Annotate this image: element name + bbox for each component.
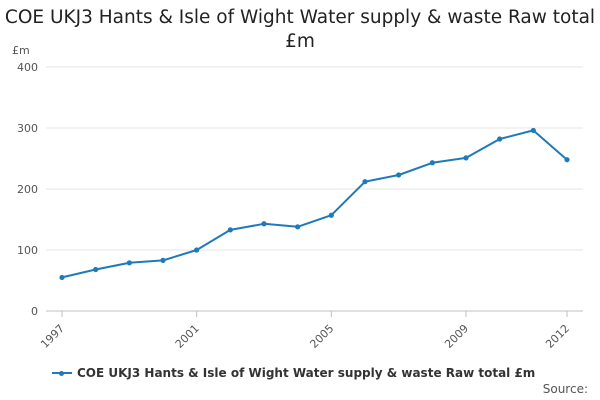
series-line-0	[61, 129, 568, 279]
data-point-2009	[463, 155, 469, 161]
y-tick-label-300: 300	[17, 122, 38, 135]
data-point-2011	[530, 127, 536, 134]
data-point-2005	[328, 212, 334, 218]
data-point-1998	[93, 266, 99, 273]
legend-line-marker-icon	[52, 369, 72, 377]
data-point-2008	[429, 160, 435, 166]
x-tick-label-2005: 2005	[307, 322, 336, 351]
data-point-2003	[261, 221, 267, 227]
grid-layer	[46, 66, 583, 251]
legend[interactable]: COE UKJ3 Hants & Isle of Wight Water sup…	[52, 366, 535, 380]
data-point-2001	[194, 247, 200, 253]
series-layer	[59, 127, 570, 281]
data-point-2004	[295, 224, 301, 230]
data-point-2007	[396, 172, 402, 178]
data-point-2010	[497, 136, 503, 142]
x-tick-label-2012: 2012	[543, 322, 572, 351]
y-axis-label: £m	[12, 44, 30, 57]
y-tick-label-0: 0	[31, 305, 38, 318]
x-tick-label-1997: 1997	[38, 322, 67, 351]
y-tick-label-400: 400	[17, 61, 38, 74]
x-tick-label-2001: 2001	[173, 322, 202, 351]
legend-label: COE UKJ3 Hants & Isle of Wight Water sup…	[77, 366, 536, 380]
data-point-1997	[59, 274, 65, 281]
y-tick-label-100: 100	[17, 244, 38, 257]
data-point-2002	[227, 227, 233, 233]
chart-title: COE UKJ3 Hants & Isle of Wight Water sup…	[4, 7, 596, 52]
axis-layer: 0 100 200 300 400 1997 2001 2005 2009 2012	[17, 61, 583, 351]
x-tick-label-2009: 2009	[442, 322, 471, 351]
data-point-2012	[564, 157, 570, 163]
data-point-2000	[160, 257, 166, 263]
data-point-1999	[126, 260, 132, 266]
source-label: Source:	[542, 382, 588, 396]
data-point-2006	[362, 179, 368, 185]
y-tick-label-200: 200	[17, 183, 38, 196]
